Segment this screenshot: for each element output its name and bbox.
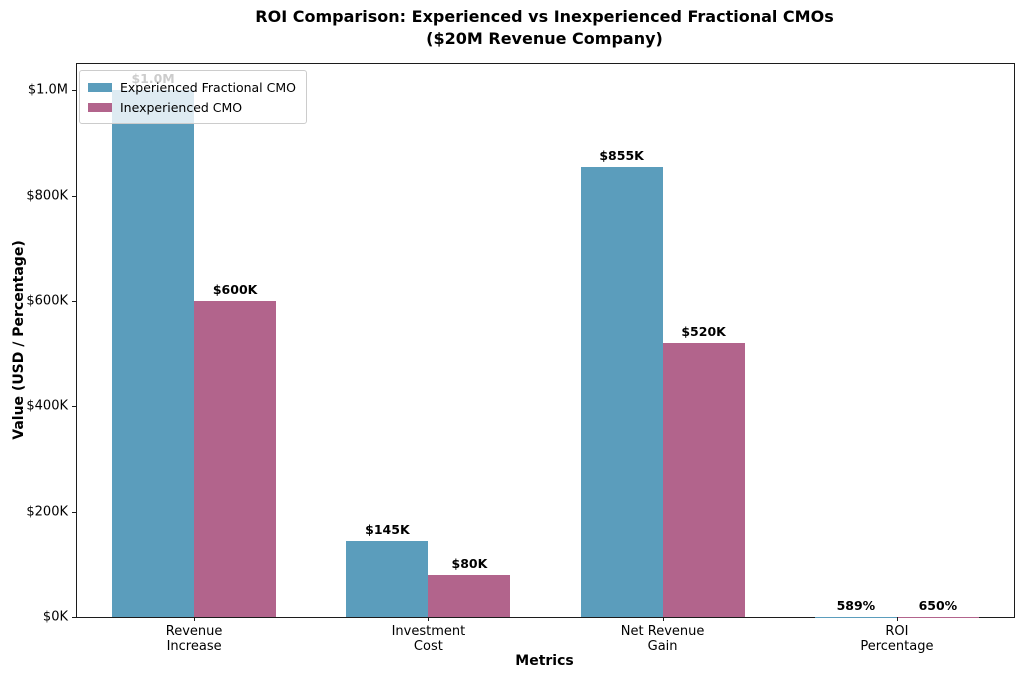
y-tick-label: $0K bbox=[42, 609, 68, 625]
bar-value-label: $145K bbox=[365, 521, 410, 537]
y-tick-label: $1.0M bbox=[27, 82, 68, 98]
bar-experienced-fractional-cmo-1 bbox=[346, 540, 429, 617]
legend-swatch bbox=[88, 82, 112, 92]
legend-item: Inexperienced CMO bbox=[88, 97, 296, 117]
y-tick-mark bbox=[72, 617, 76, 618]
y-tick-mark bbox=[72, 90, 76, 92]
y-axis-label: Value (USD / Percentage) bbox=[11, 240, 27, 440]
y-tick-mark bbox=[72, 195, 76, 197]
y-tick-label: $600K bbox=[26, 293, 68, 309]
bar-experienced-fractional-cmo-0 bbox=[112, 90, 195, 617]
chart-title-line2: ($20M Revenue Company) bbox=[426, 29, 663, 48]
bar-inexperienced-cmo-2 bbox=[662, 343, 745, 617]
bar-value-label: $855K bbox=[599, 147, 644, 163]
legend-label: Inexperienced CMO bbox=[120, 99, 243, 115]
x-tick-mark bbox=[662, 617, 664, 621]
chart-title-line1: ROI Comparison: Experienced vs Inexperie… bbox=[255, 7, 834, 26]
bar-value-label: 589% bbox=[836, 597, 876, 613]
y-tick-mark bbox=[72, 511, 76, 513]
bar-experienced-fractional-cmo-2 bbox=[580, 166, 663, 617]
plot-area: Experienced Fractional CMO Inexperienced… bbox=[26, 63, 1015, 654]
legend-swatch bbox=[88, 102, 112, 112]
legend: Experienced Fractional CMO Inexperienced… bbox=[79, 70, 307, 124]
legend-item: Experienced Fractional CMO bbox=[88, 77, 296, 97]
y-tick-label: $800K bbox=[26, 188, 68, 204]
legend-label: Experienced Fractional CMO bbox=[120, 79, 296, 95]
bar-value-label: 650% bbox=[918, 597, 958, 613]
x-tick-mark bbox=[896, 617, 898, 621]
bar-value-label: $600K bbox=[212, 282, 258, 297]
x-tick-label: Net Revenue Gain bbox=[620, 624, 705, 654]
bar-inexperienced-cmo-0 bbox=[194, 301, 277, 617]
bar-value-label: $520K bbox=[681, 324, 726, 340]
y-tick-label: $400K bbox=[26, 398, 68, 414]
x-tick-label: Revenue Increase bbox=[165, 624, 223, 654]
bar-value-label: $80K bbox=[451, 555, 488, 571]
y-tick-mark bbox=[72, 301, 76, 302]
x-tick-mark bbox=[428, 617, 430, 621]
x-tick-label: Investment Cost bbox=[391, 624, 466, 654]
x-tick-label: ROI Percentage bbox=[860, 624, 934, 654]
x-tick-mark bbox=[194, 617, 196, 621]
bar-inexperienced-cmo-1 bbox=[428, 574, 511, 617]
y-tick-label: $200K bbox=[26, 504, 68, 520]
chart-title: ROI Comparison: Experienced vs Inexperie… bbox=[76, 6, 1013, 50]
y-tick-mark bbox=[72, 406, 76, 408]
x-axis-label: Metrics bbox=[515, 653, 574, 669]
